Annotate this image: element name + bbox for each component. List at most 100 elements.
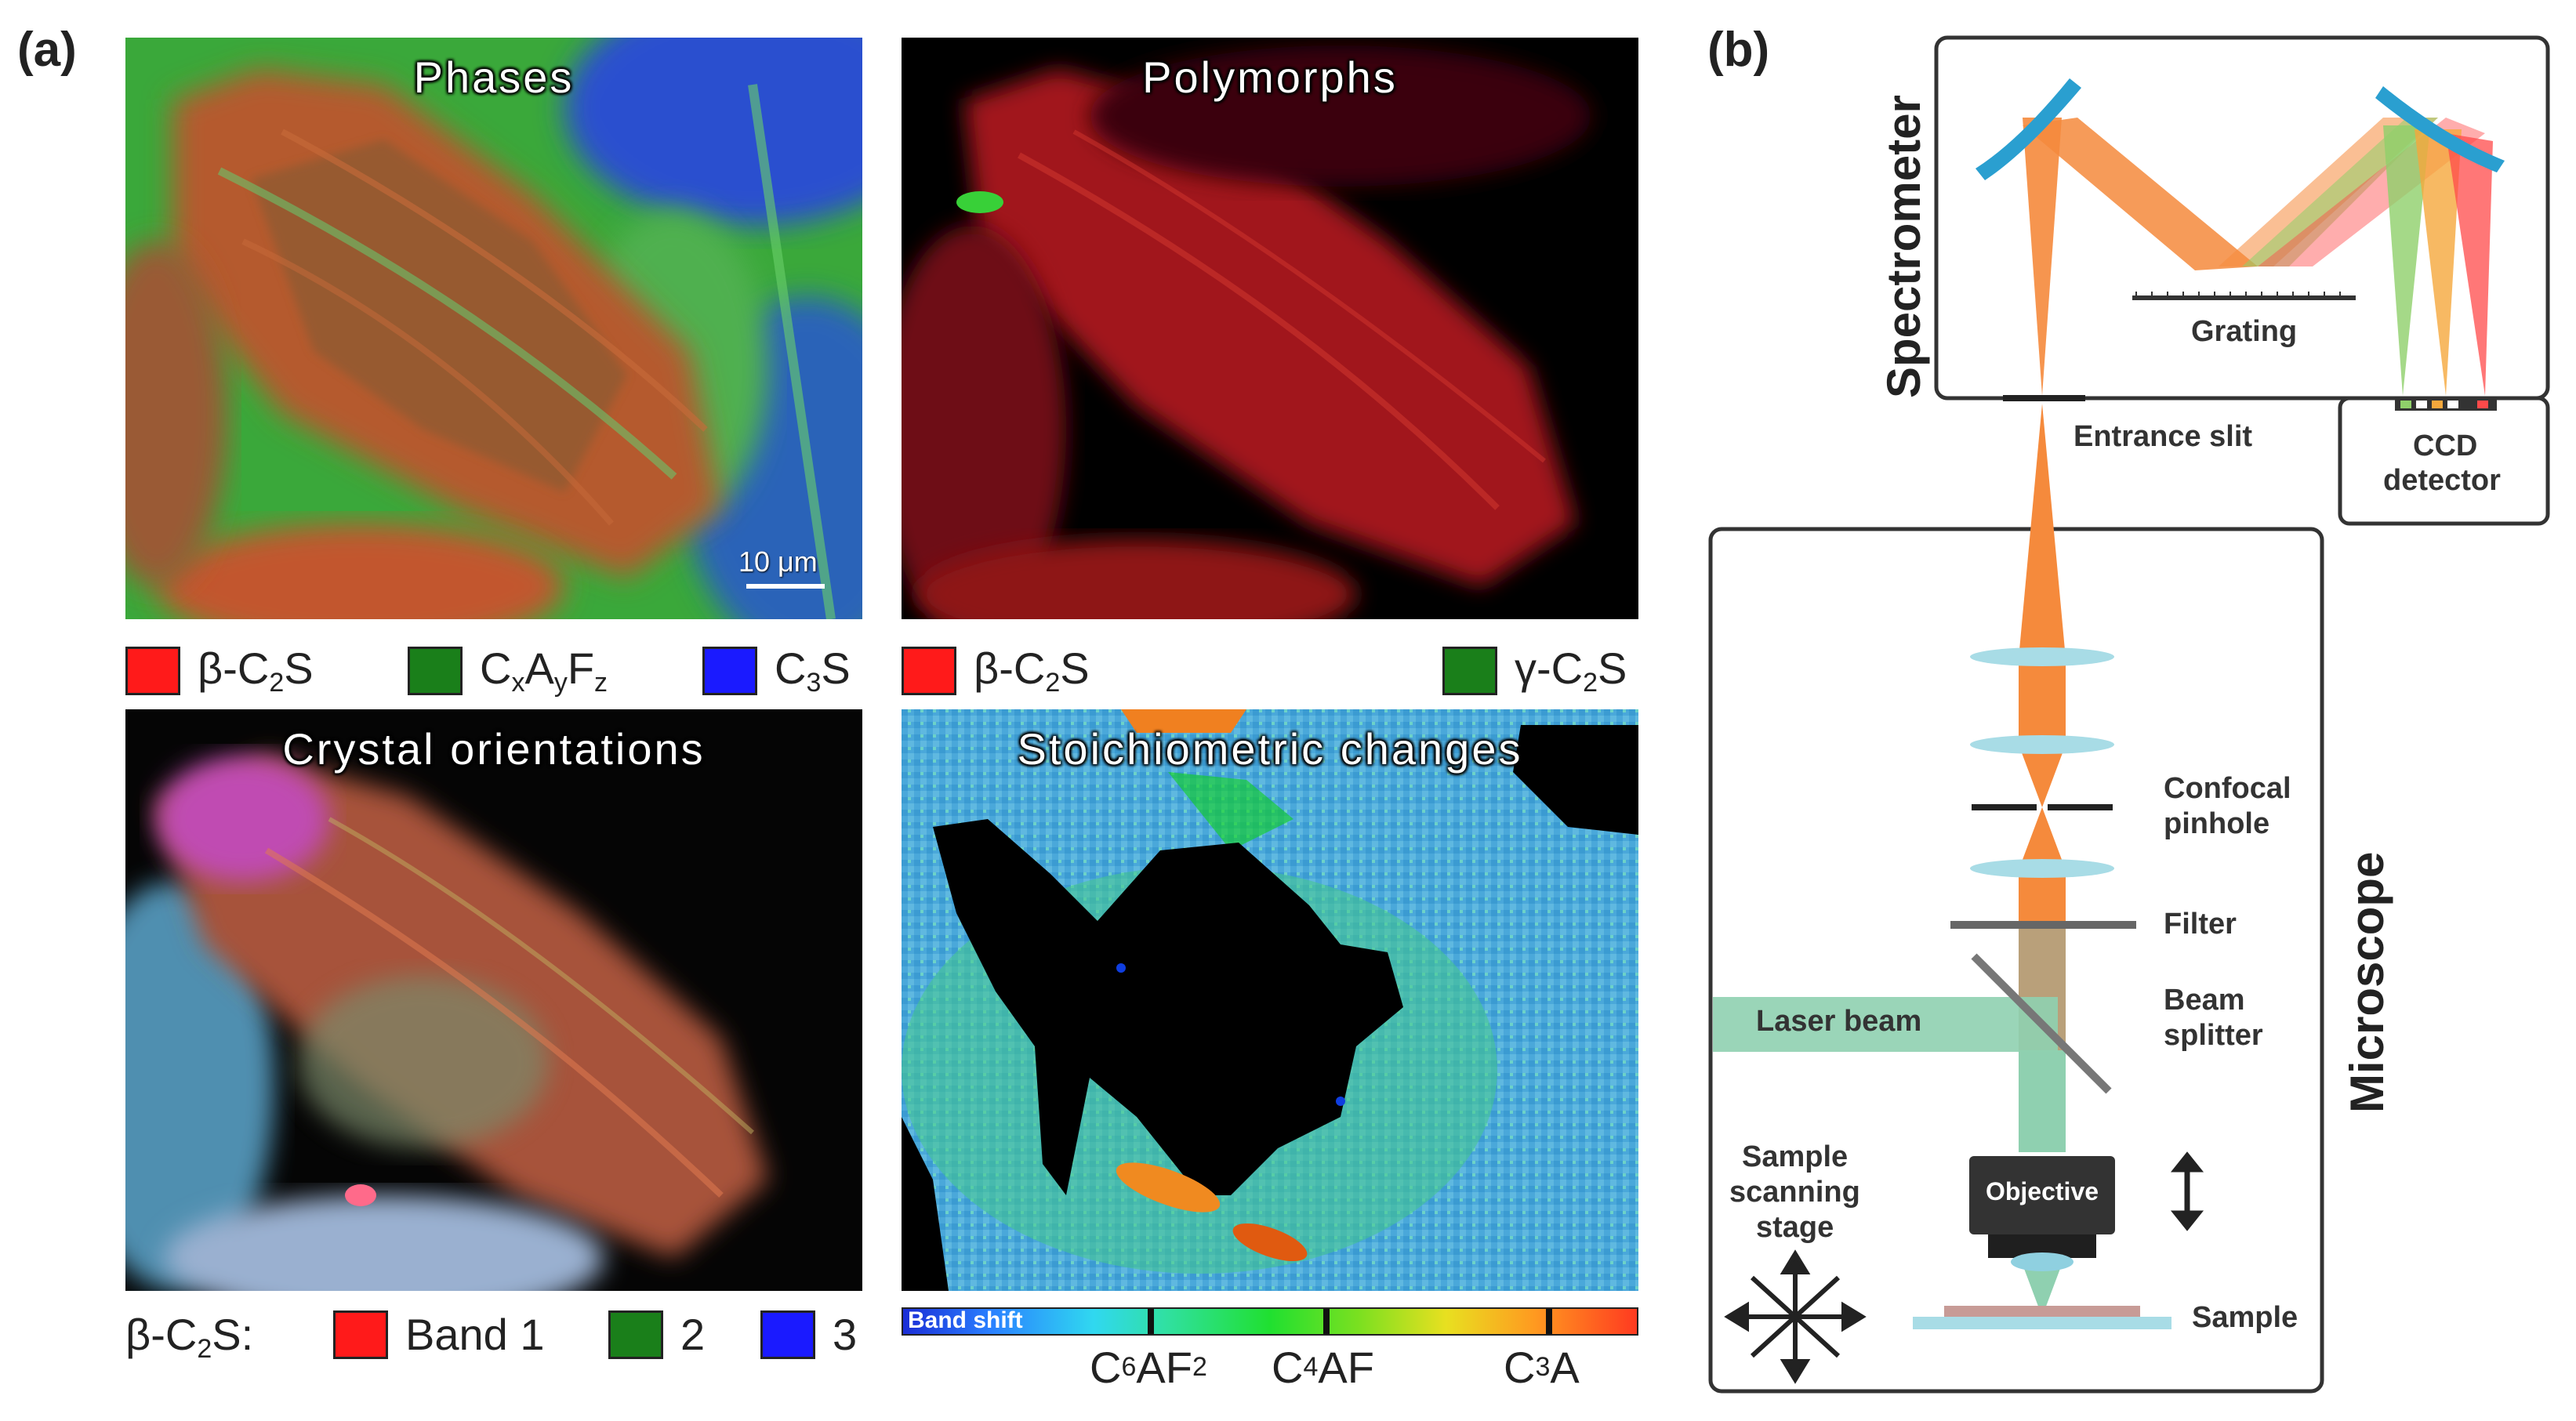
sample-label: Sample: [2192, 1301, 2298, 1334]
phases-legend-item-beta-c2s: β-C2S: [125, 643, 314, 698]
confocal-label-line2: pinhole: [2164, 807, 2270, 840]
panel-b-label: (b): [1707, 23, 1770, 77]
swatch-blue: [702, 646, 757, 695]
t3-s1: 3: [1535, 1352, 1551, 1382]
ccd-pixel-white1: [2416, 401, 2427, 408]
colorbar-tick-c6af2: [1148, 1309, 1154, 1334]
mirror-1: [1976, 78, 2081, 180]
beam-lower-orange: [2019, 870, 2066, 925]
polymorphs-legend-item-beta-c2s: β-C2S: [902, 643, 1090, 698]
legend-tail: S: [1060, 643, 1090, 693]
legend-sub: 3: [806, 668, 822, 698]
beam-green-down: [2019, 1050, 2066, 1152]
beam-diverge-pinhole: [2019, 807, 2066, 870]
t1-s2: 2: [1192, 1352, 1207, 1382]
t1-m: AF: [1136, 1343, 1192, 1392]
crystal-legend-band2: 2: [608, 1309, 705, 1360]
colorbar-label-c4af: C 4 AF: [1272, 1342, 1374, 1393]
ccd-pixel-green: [2400, 401, 2411, 408]
polymorphs-title: Polymorphs: [1142, 53, 1398, 102]
beam-splitter-label-line2: splitter: [2164, 1019, 2263, 1052]
ccd-label-line2: detector: [2383, 464, 2501, 497]
beam-splitter-label-line1: Beam: [2164, 984, 2245, 1017]
band-shift-colorbar: Band shift: [902, 1307, 1638, 1336]
legend-sub-z: z: [594, 668, 608, 698]
phases-map: Phases 10 μm: [125, 38, 862, 619]
legend-text: C: [480, 643, 512, 693]
stoichiometric-image: [902, 709, 1638, 1291]
legend-sub: 2: [269, 668, 285, 698]
legend-tail: S: [821, 643, 851, 693]
legend-sub: 2: [1045, 668, 1061, 698]
t2-m: AF: [1318, 1343, 1374, 1392]
t1-main: C: [1090, 1343, 1122, 1392]
spectrometer-box: [1934, 35, 2550, 401]
swatch-blue: [760, 1310, 815, 1359]
t3-m: A: [1550, 1343, 1580, 1392]
lens-1: [1970, 647, 2114, 666]
crystal-legend-band3: 3: [760, 1309, 857, 1360]
polymorphs-image: [902, 38, 1638, 619]
panel-a-label: (a): [17, 23, 77, 77]
t2-s1: 4: [1303, 1352, 1319, 1382]
beam-mirror1-to-grating: [2023, 118, 2258, 270]
beam-lens-zone: [2019, 658, 2066, 745]
beam-converge-pinhole: [2019, 745, 2066, 807]
objective-label: Objective: [1985, 1177, 2099, 1205]
legend-sub-y: y: [553, 668, 568, 698]
beam-splitter: [1971, 953, 2112, 1094]
scale-bar-label: 10 μm: [738, 546, 818, 578]
entrance-slit-label: Entrance slit: [2073, 420, 2253, 453]
beam-to-ccd-orange: [2415, 129, 2462, 396]
phases-image: [125, 38, 862, 619]
laser-beam: [1713, 997, 2058, 1052]
crystal-legend-prefix: β-C2S:: [125, 1309, 253, 1365]
updown-arrow-icon: [2170, 1151, 2204, 1231]
prefix-tail: S:: [212, 1310, 254, 1359]
objective-body: [1969, 1156, 2115, 1234]
stage-label-line2: scanning: [1729, 1176, 1860, 1209]
legend-tail: S: [1598, 643, 1627, 693]
swatch-green: [608, 1310, 663, 1359]
t3-main: C: [1504, 1343, 1536, 1392]
legend-sub: 2: [1583, 668, 1598, 698]
ccd-pixel-white2: [2447, 401, 2458, 408]
crystal-orientations-title: Crystal orientations: [282, 724, 706, 774]
prefix-sub: 2: [197, 1334, 212, 1364]
ccd-pixel-orange: [2432, 401, 2443, 408]
polymorphs-legend-item-gamma-c2s: γ-C2S: [1442, 643, 1627, 698]
colorbar-tick-c3a: [1546, 1309, 1552, 1334]
crystal-image: [125, 709, 862, 1291]
beam-slit-to-lens: [2019, 404, 2066, 658]
legend-a: A: [524, 643, 554, 693]
grating-label: Grating: [2191, 315, 2298, 348]
legend-sub-x: x: [511, 668, 525, 698]
colorbar-label-c6af2: C 6 AF 2: [1090, 1342, 1207, 1393]
mirror-2: [2375, 86, 2505, 172]
legend-f: F: [567, 643, 595, 693]
crystal-legend: β-C2S:: [125, 1309, 253, 1365]
band2-label: 2: [680, 1310, 706, 1359]
swatch-red: [333, 1310, 388, 1359]
band3-label: 3: [833, 1310, 858, 1359]
confocal-label-line1: Confocal: [2164, 772, 2291, 805]
t1-s1: 6: [1121, 1352, 1137, 1382]
microscope-box: [1708, 527, 2324, 1394]
phases-legend-item-c3s: C3S: [702, 643, 851, 698]
swatch-red: [125, 646, 180, 695]
spectrometer-label: Spectrometer: [1878, 95, 1930, 398]
swatch-green: [408, 646, 463, 695]
colorbar-label: Band shift: [908, 1307, 1023, 1333]
lens-3: [1970, 859, 2114, 878]
colorbar-tick-c4af: [1323, 1309, 1330, 1334]
crystal-orientations-map: Crystal orientations: [125, 709, 862, 1291]
microscope-label: Microscope: [2341, 851, 2393, 1113]
filter-label: Filter: [2164, 908, 2237, 941]
phases-legend-item-cxayfz: CxAyFz: [408, 643, 608, 698]
legend-text: C: [775, 643, 807, 693]
stoichiometric-map: Stoichiometric changes: [902, 709, 1638, 1291]
objective-lens: [2011, 1252, 2073, 1271]
band1-label: Band 1: [405, 1310, 545, 1359]
